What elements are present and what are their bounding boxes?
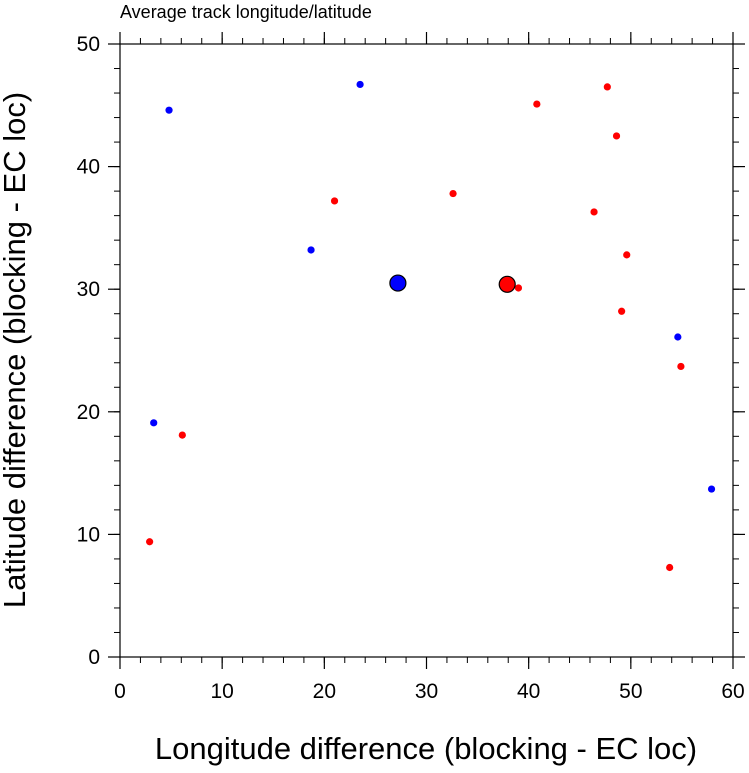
- scatter-point-series-1: [603, 83, 611, 91]
- x-axis-label: Longitude difference (blocking - EC loc): [155, 731, 697, 766]
- x-tick-label: 10: [210, 680, 233, 703]
- x-tick-label: 20: [313, 680, 336, 703]
- minor-ticks: [114, 38, 739, 663]
- scatter-point-series-0: [707, 485, 716, 493]
- y-tick-label: 40: [77, 156, 100, 179]
- y-tick-label: 50: [77, 33, 100, 56]
- scatter-point-series-1: [618, 307, 626, 315]
- x-tick-label: 40: [517, 680, 540, 703]
- scatter-point-series-1: [666, 563, 674, 572]
- scatter-point-series-1: [612, 132, 621, 140]
- scatter-point-series-1: [178, 431, 186, 439]
- major-ticks: [108, 32, 745, 669]
- y-tick-label: 20: [77, 401, 100, 424]
- x-tick-label: 0: [114, 680, 126, 703]
- scatter-point-series-0: [150, 419, 158, 427]
- x-tick-label: 50: [619, 680, 642, 703]
- scatter-point-series-1: [590, 208, 598, 216]
- x-tick-labels: 0 10 20 30 40 50 60: [114, 680, 745, 703]
- scatter-point-series-1: [533, 100, 541, 108]
- scatter-point-series-1: [514, 284, 523, 292]
- y-axis-label: Latitude difference (blocking - EC loc): [0, 92, 32, 608]
- chart-title: Average track longitude/latitude: [120, 2, 372, 22]
- points-layer: [146, 80, 716, 572]
- mean-point-series-0: [389, 274, 407, 292]
- y-tick-label: 10: [77, 523, 100, 546]
- plot-frame: [119, 43, 734, 658]
- scatter-point-series-1: [677, 362, 685, 371]
- scatter-point-series-1: [146, 538, 154, 546]
- y-tick-labels: 0 10 20 30 40 50: [77, 33, 100, 669]
- y-tick-label: 30: [77, 278, 100, 301]
- y-tick-label: 0: [88, 646, 100, 669]
- scatter-point-series-0: [307, 246, 315, 254]
- scatter-point-series-1: [330, 197, 339, 205]
- x-tick-label: 60: [721, 680, 744, 703]
- scatter-point-series-0: [356, 80, 364, 89]
- mean-point-series-1: [498, 275, 516, 293]
- x-tick-label: 30: [415, 680, 438, 703]
- scatter-point-series-0: [674, 333, 682, 341]
- scatter-point-series-0: [165, 106, 173, 114]
- scatter-point-series-1: [449, 189, 457, 198]
- scatter-point-series-1: [623, 251, 631, 259]
